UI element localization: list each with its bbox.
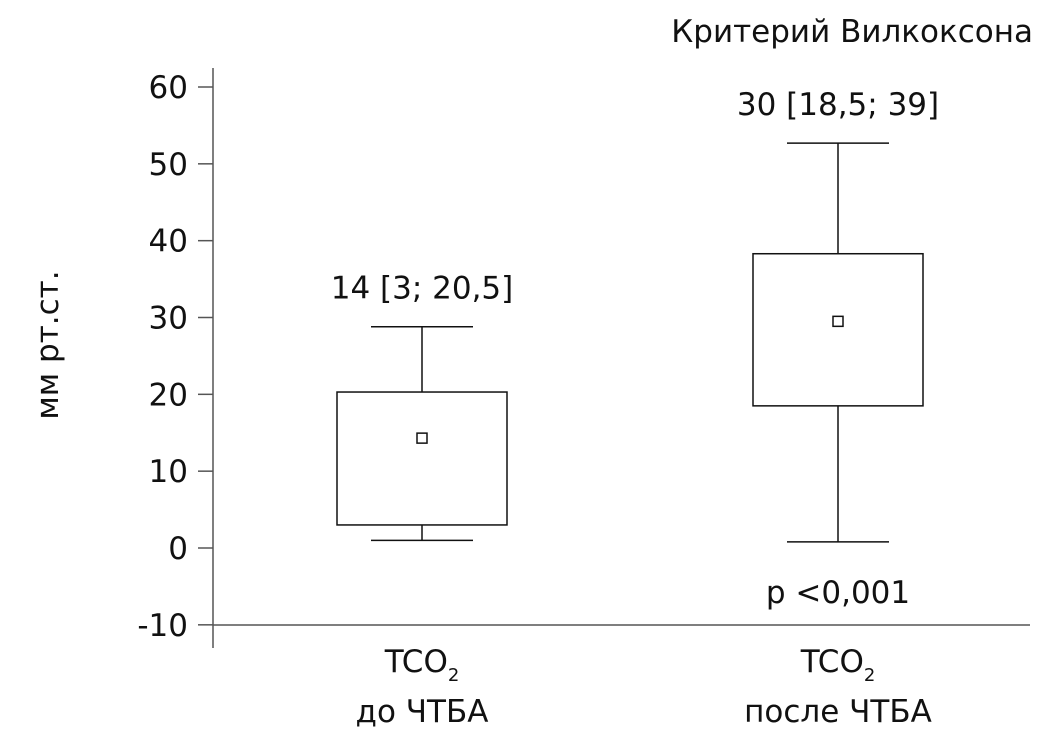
- iqr-box: [752, 252, 924, 407]
- x-category-1-sub: 2: [864, 665, 875, 686]
- x-category-0: TCO2 до ЧТБА: [356, 644, 489, 730]
- y-tick-label: 50: [149, 147, 188, 183]
- x-category-0-sub: 2: [448, 665, 459, 686]
- p-value-annotation: p <0,001: [766, 575, 910, 611]
- box-group-1: 30 [18,5; 39]: [737, 87, 939, 543]
- x-category-1: TCO2 после ЧТБА: [744, 644, 932, 730]
- y-tick-label: 40: [149, 224, 188, 260]
- iqr-box: [336, 391, 508, 526]
- x-category-0-main: TCO: [384, 644, 448, 680]
- x-category-1-line2: после ЧТБА: [744, 694, 932, 730]
- y-axis-label: мм рт.ст.: [30, 270, 66, 419]
- y-tick-label: 30: [149, 301, 188, 337]
- svg-text:TCO2: TCO2: [384, 644, 460, 686]
- box-label: 14 [3; 20,5]: [331, 271, 514, 307]
- x-category-0-line2: до ЧТБА: [356, 694, 489, 730]
- y-tick-label: 60: [149, 70, 188, 106]
- y-tick-label: -10: [137, 608, 188, 644]
- y-tick-label: 10: [149, 454, 188, 490]
- box-group-0: 14 [3; 20,5]: [331, 271, 514, 542]
- y-tick-label: 0: [168, 531, 188, 567]
- median-marker: [416, 432, 428, 444]
- svg-text:TCO2: TCO2: [800, 644, 876, 686]
- chart-title: Критерий Вилкоксона: [671, 14, 1033, 50]
- median-marker: [832, 315, 844, 328]
- x-category-1-main: TCO: [800, 644, 864, 680]
- y-tick-label: 20: [149, 377, 188, 413]
- box-label: 30 [18,5; 39]: [737, 87, 939, 123]
